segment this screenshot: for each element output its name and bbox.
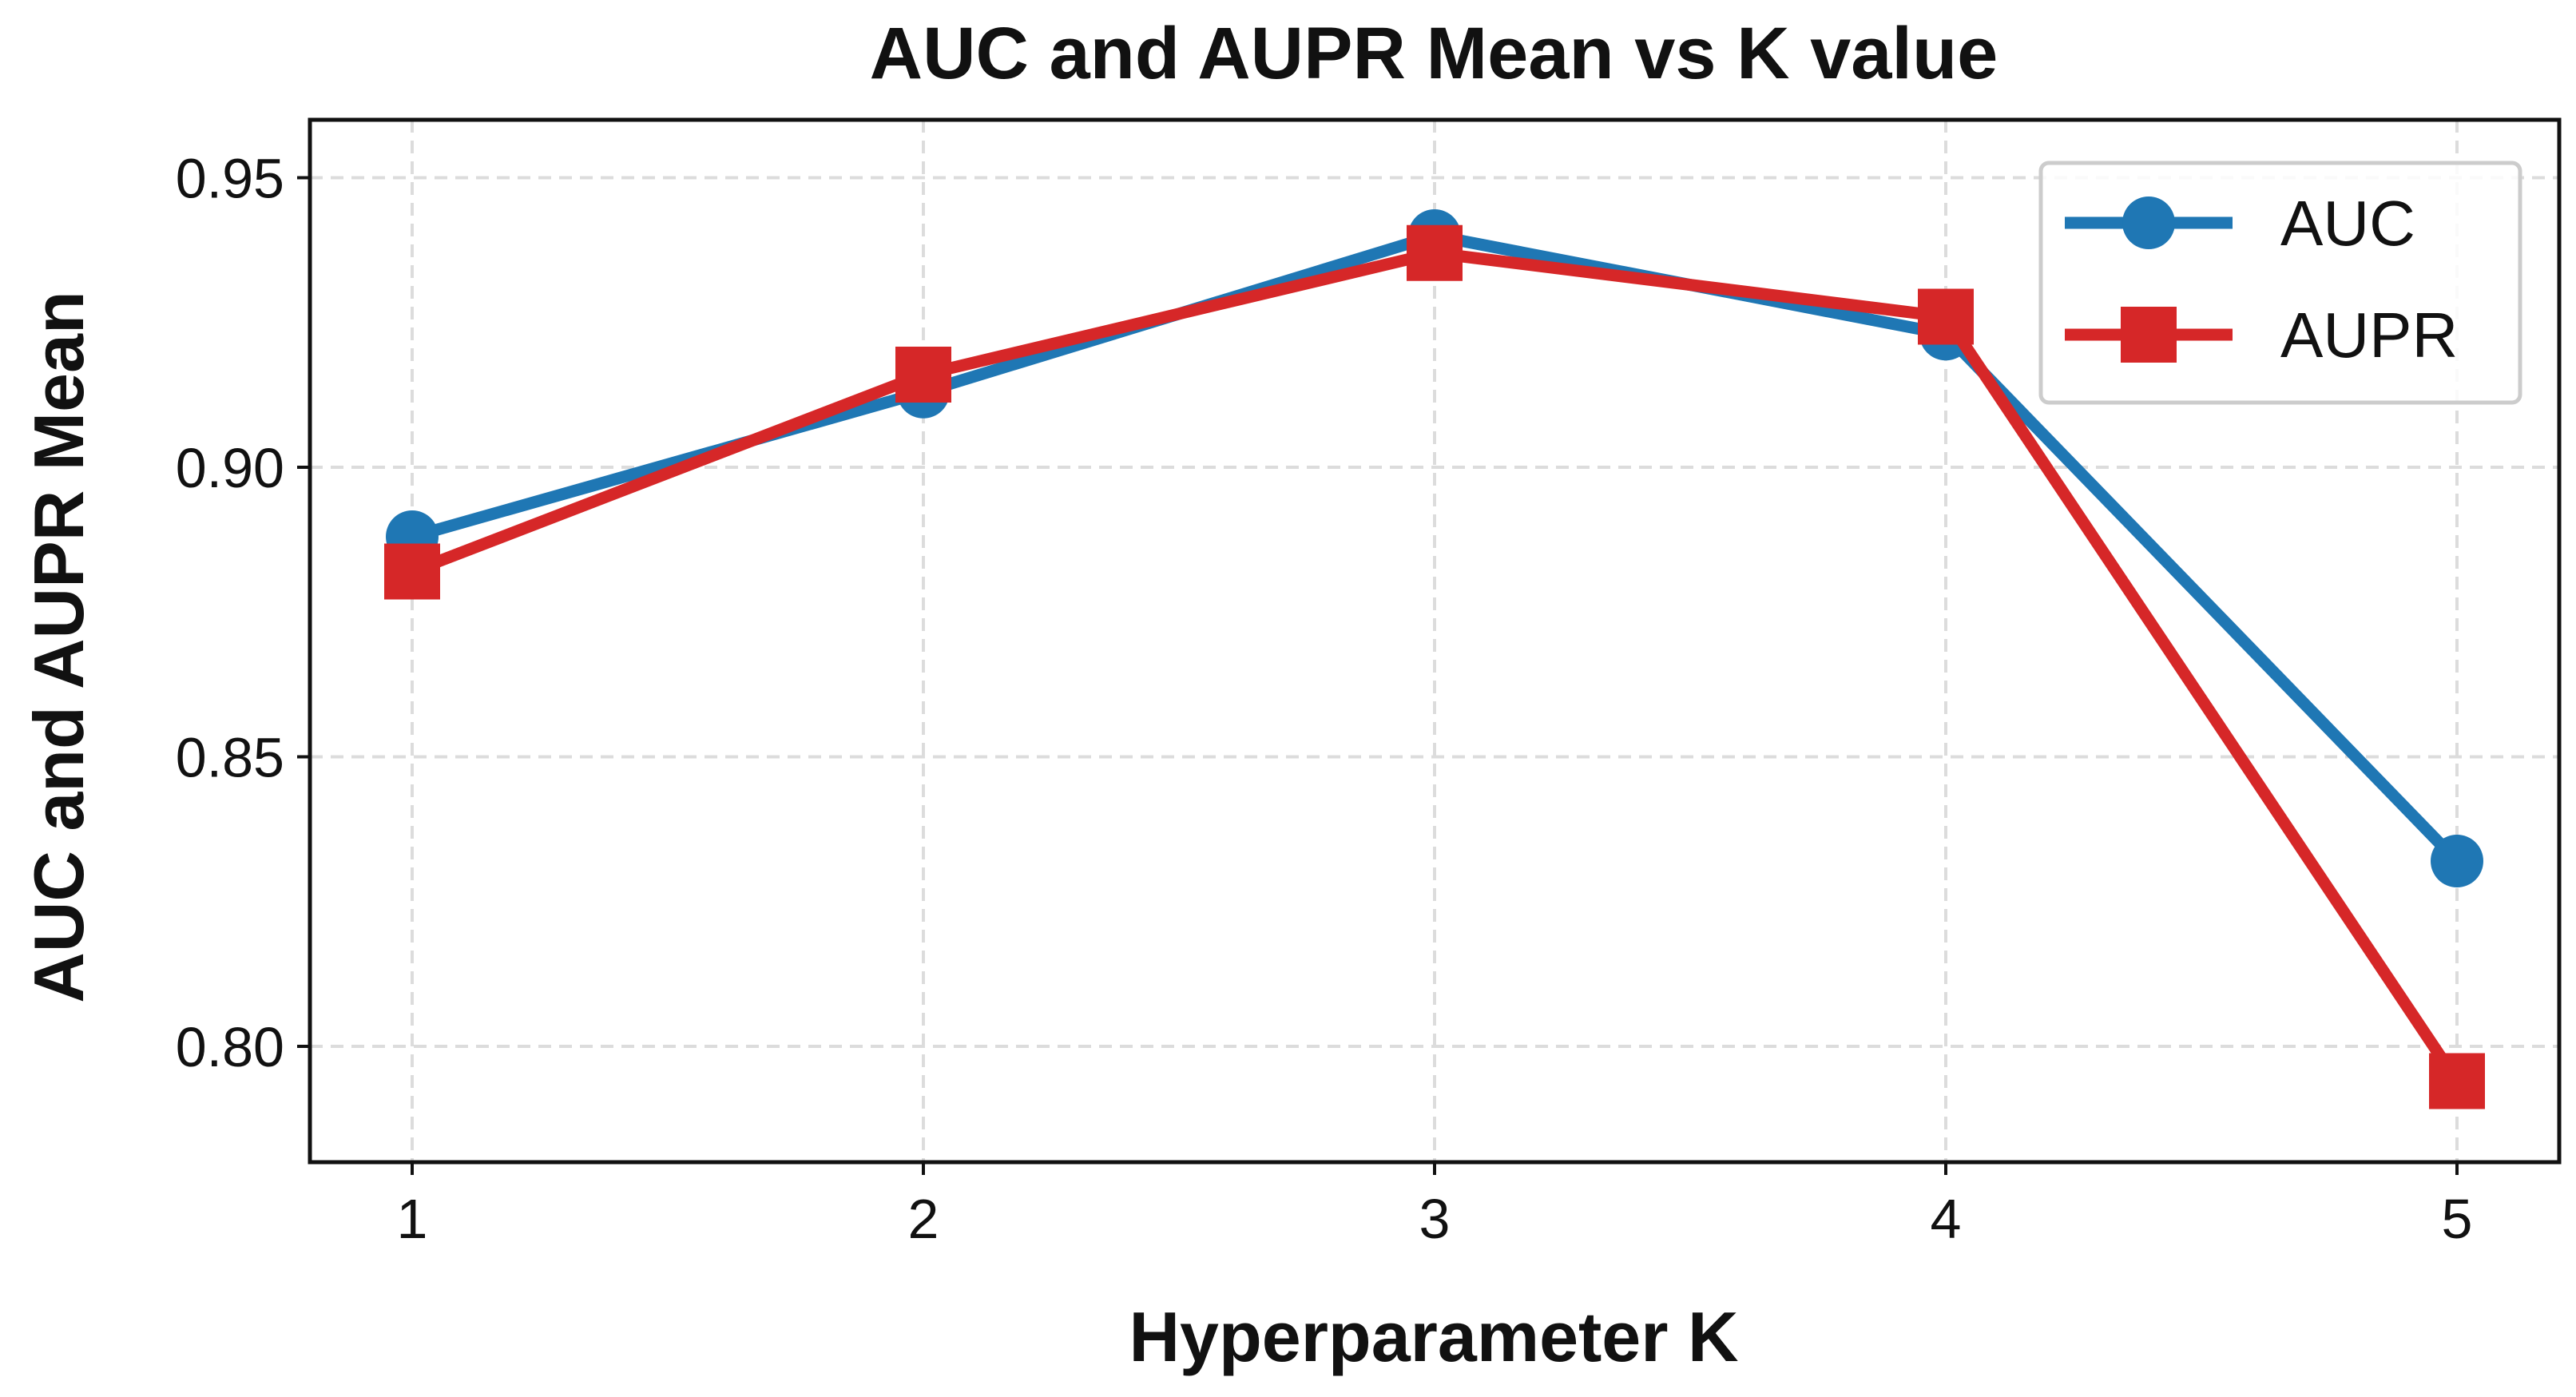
- data-point-aupr: [384, 543, 440, 600]
- x-tick-label: 5: [2442, 1188, 2473, 1250]
- legend-label: AUPR: [2280, 300, 2458, 371]
- x-axis-label: Hyperparameter K: [1129, 1297, 1739, 1376]
- legend: AUC AUPR: [2038, 161, 2522, 405]
- data-point-aupr: [895, 347, 951, 403]
- legend-item-auc: AUC: [2065, 188, 2415, 259]
- x-tick-label: 4: [1931, 1188, 1962, 1250]
- x-tick-label: 3: [1419, 1188, 1451, 1250]
- y-tick-label: 0.95: [176, 148, 284, 210]
- legend-label: AUC: [2280, 188, 2415, 259]
- data-point-aupr: [1407, 224, 1463, 281]
- x-tick-label: 1: [397, 1188, 428, 1250]
- y-tick-label: 0.85: [176, 727, 284, 789]
- data-point-aupr: [2429, 1053, 2485, 1109]
- y-tick-label: 0.80: [176, 1016, 284, 1078]
- data-point-aupr: [1918, 288, 1974, 345]
- series-layer: [384, 209, 2485, 1109]
- x-tick-label: 2: [908, 1188, 939, 1250]
- y-axis-label: AUC and AUPR Mean: [19, 291, 98, 1002]
- legend-item-aupr: AUPR: [2065, 300, 2458, 371]
- data-point-auc: [2431, 835, 2483, 887]
- chart-title: AUC and AUPR Mean vs K value: [870, 13, 1998, 94]
- series-aupr: [384, 224, 2485, 1109]
- y-tick-label: 0.90: [176, 437, 284, 499]
- axis-ticks: 1 2 3 4 5 0.80 0.85 0.90 0.95: [176, 148, 2473, 1251]
- legend-marker: [2121, 307, 2177, 363]
- legend-marker: [2122, 196, 2175, 249]
